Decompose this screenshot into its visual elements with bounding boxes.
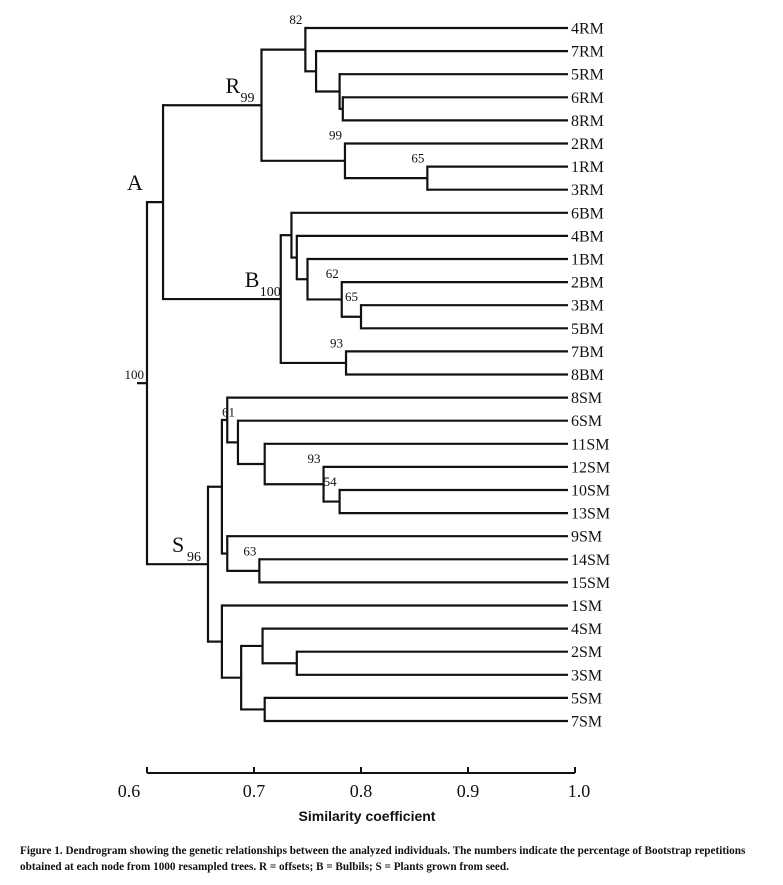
leaf-label: 13SM	[571, 506, 610, 523]
bootstrap-value: 65	[345, 289, 358, 304]
leaf-label: 14SM	[571, 552, 610, 569]
leaf-label: 4SM	[571, 621, 602, 638]
clade-label: B	[245, 267, 260, 292]
leaf-label: 6BM	[571, 205, 604, 222]
x-tick-label: 0.9	[457, 781, 480, 801]
bootstrap-value: 99	[329, 128, 342, 143]
leaf-label: 1SM	[571, 598, 602, 615]
leaf-label: 7SM	[571, 714, 602, 731]
leaf-label: 5BM	[571, 321, 604, 338]
leaf-label: 1RM	[571, 159, 604, 176]
bootstrap-value: 93	[308, 451, 321, 466]
figure-caption: Figure 1. Dendrogram showing the genetic…	[20, 845, 746, 873]
x-tick-label: 1.0	[568, 781, 591, 801]
bootstrap-value: 63	[243, 543, 256, 558]
dendrogram-branches	[137, 26, 568, 723]
leaf-label: 2SM	[571, 644, 602, 661]
clade-label: R	[225, 73, 240, 98]
dendrogram-chart: 4RM 7RM 5RM 6RM 8RM 2RM 1RM 3RM 6BM 4BM 1BM 2BM 3BM 5…	[118, 12, 610, 824]
leaf-label: 6RM	[571, 90, 604, 107]
x-axis-label: Similarity coefficient	[299, 808, 436, 824]
leaf-label: 5RM	[571, 67, 604, 84]
leaf-label: 4BM	[571, 228, 604, 245]
leaf-label: 8BM	[571, 367, 604, 384]
bootstrap-value: 82	[289, 12, 302, 27]
leaf-label: 9SM	[571, 529, 602, 546]
leaf-label: 4RM	[571, 21, 604, 38]
leaf-label: 8RM	[571, 113, 604, 130]
leaf-label: 12SM	[571, 459, 610, 476]
leaf-label: 7RM	[571, 44, 604, 61]
leaf-label: 2RM	[571, 136, 604, 153]
leaf-label: 15SM	[571, 575, 610, 592]
x-tick-label: 0.6	[118, 781, 141, 801]
leaf-label: 2BM	[571, 275, 604, 292]
leaf-label: 8SM	[571, 390, 602, 407]
bootstrap-value: 61	[222, 405, 235, 420]
x-tick-label: 0.7	[243, 781, 266, 801]
leaf-label: 3BM	[571, 298, 604, 315]
bootstrap-value: 93	[330, 335, 343, 350]
bootstrap-value: 62	[326, 266, 339, 281]
clade-label: S	[172, 532, 184, 557]
leaf-label: 7BM	[571, 344, 604, 361]
bootstrap-value: 54	[324, 474, 338, 489]
clade-bootstrap-value: 96	[187, 550, 201, 565]
clade-bootstrap-value: 99	[240, 91, 254, 106]
leaf-label: 11SM	[571, 436, 610, 453]
leaf-label: 3SM	[571, 667, 602, 684]
leaf-label: 5SM	[571, 690, 602, 707]
leaf-label: 10SM	[571, 483, 610, 500]
clade-label: A	[127, 170, 143, 195]
bootstrap-value: 65	[411, 151, 424, 166]
root-bootstrap-value: 100	[125, 367, 145, 382]
leaf-label: 6SM	[571, 413, 602, 430]
clade-bootstrap-value: 100	[260, 285, 281, 300]
leaf-label: 1BM	[571, 252, 604, 269]
leaf-label: 3RM	[571, 182, 604, 199]
x-axis: 0.6 0.7 0.8 0.9 1.0	[118, 767, 591, 801]
leaf-labels: 4RM 7RM 5RM 6RM 8RM 2RM 1RM 3RM 6BM 4BM 1BM 2BM 3BM 5…	[571, 21, 610, 731]
x-tick-label: 0.8	[350, 781, 373, 801]
